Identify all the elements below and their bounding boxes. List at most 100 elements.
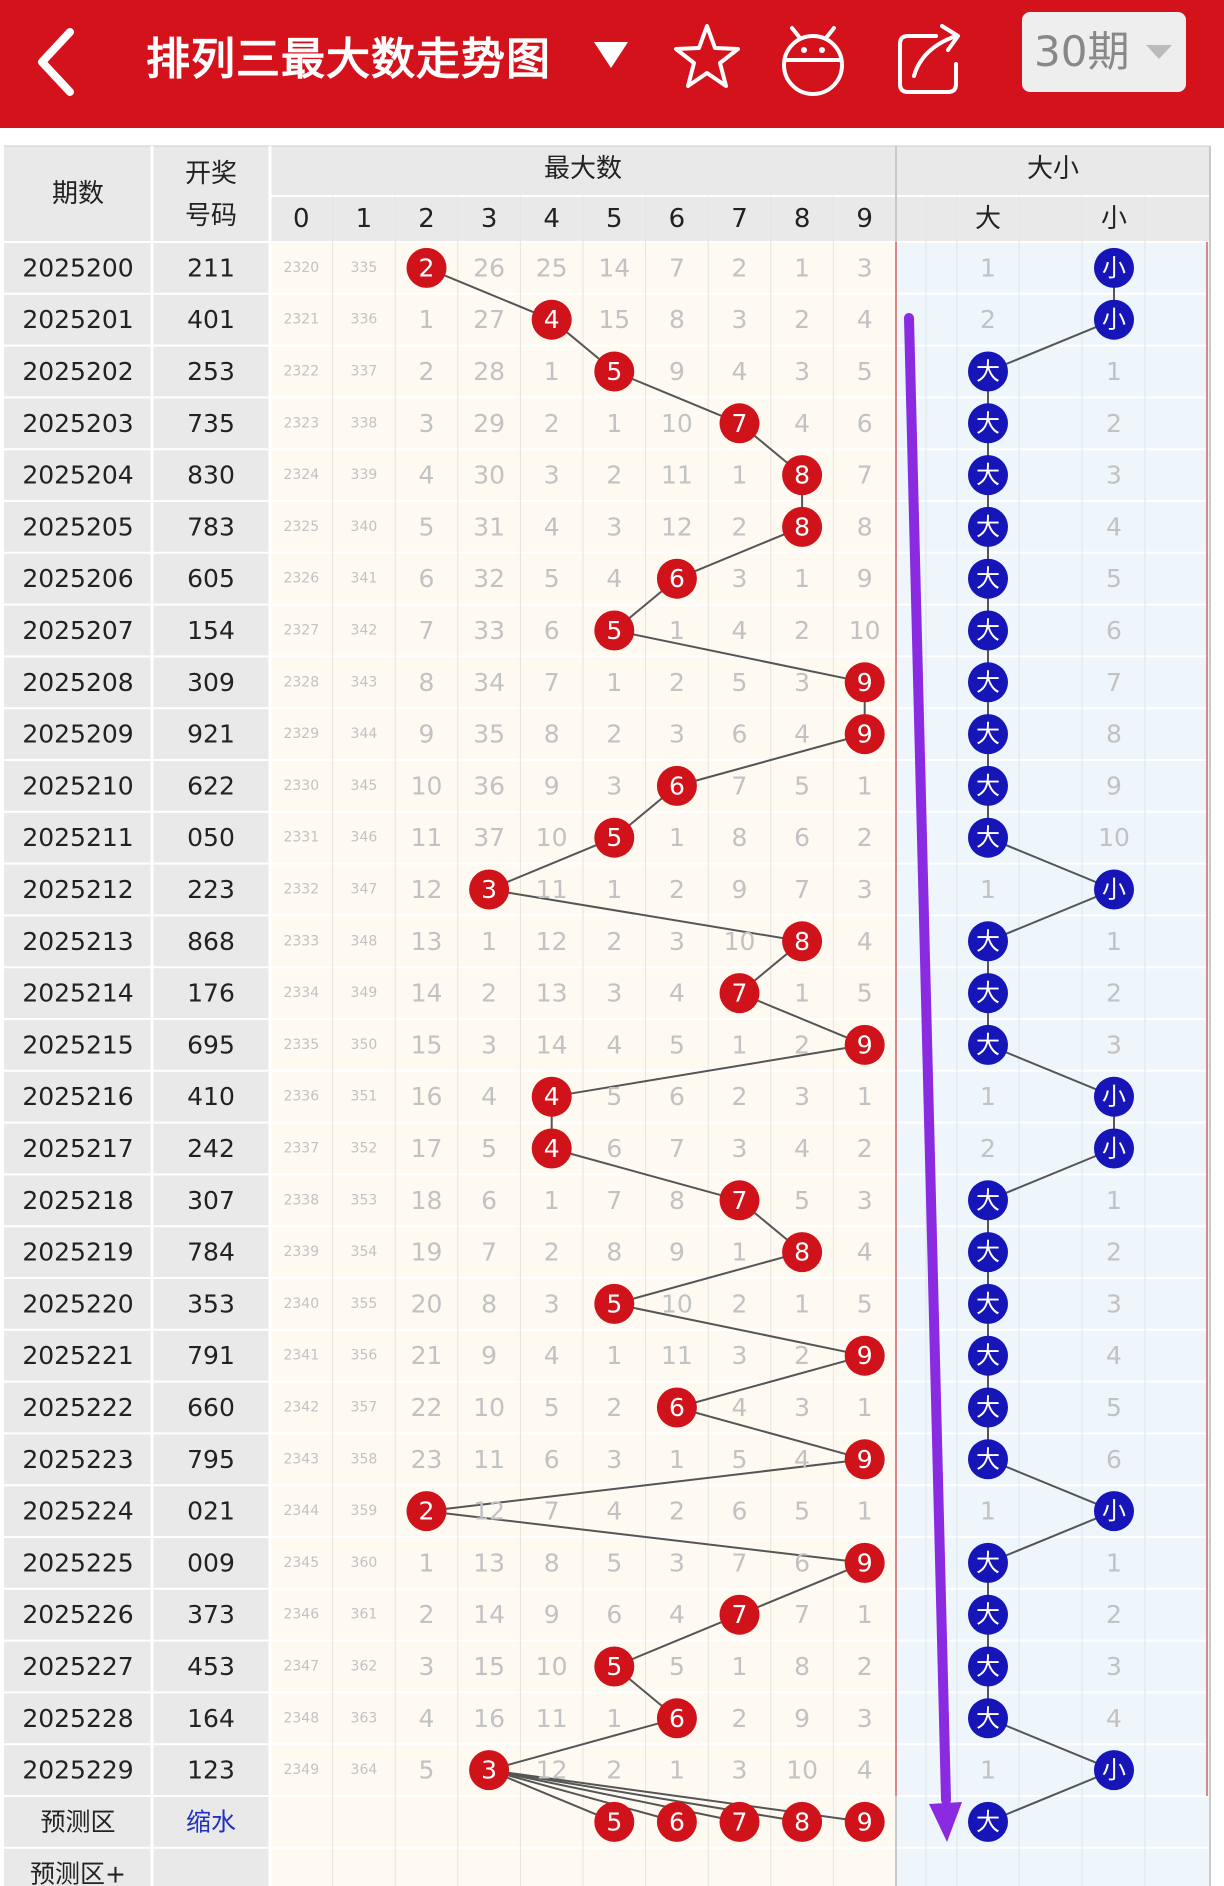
miss-count: 358 — [351, 1451, 378, 1467]
draw-number: 253 — [187, 357, 235, 386]
miss-count: 7 — [481, 1238, 497, 1267]
miss-count: 16 — [473, 1704, 505, 1733]
issue-number: 2025228 — [22, 1704, 133, 1733]
size-ball — [968, 714, 1008, 755]
max-digit-label: 7 — [732, 409, 748, 438]
draw-number: 921 — [187, 720, 235, 749]
miss-count: 7 — [669, 1134, 685, 1163]
draw-number: 868 — [187, 927, 235, 956]
max-digit-ball — [531, 299, 572, 340]
max-digit-ball — [531, 1128, 572, 1169]
size-miss-count: 1 — [1106, 357, 1122, 386]
miss-count: 3 — [481, 1030, 497, 1059]
miss-count: 2 — [606, 720, 622, 749]
size-ball — [1094, 869, 1134, 910]
size-miss-count: 1 — [980, 875, 996, 904]
size-miss-count: 1 — [980, 1756, 996, 1785]
prediction-size-ball[interactable] — [968, 1801, 1008, 1842]
miss-count: 4 — [732, 1393, 748, 1422]
miss-count: 4 — [419, 1704, 435, 1733]
max-digit-ball — [656, 558, 697, 599]
miss-count: 9 — [669, 357, 685, 386]
miss-count: 4 — [669, 979, 685, 1008]
miss-count: 20 — [411, 1289, 443, 1318]
back-arrow-icon[interactable] — [28, 22, 88, 102]
miss-count: 8 — [669, 1186, 685, 1215]
miss-count: 14 — [536, 1030, 568, 1059]
miss-count: 4 — [857, 1238, 873, 1267]
prediction-ball[interactable] — [719, 1801, 760, 1842]
prediction-ball[interactable] — [782, 1801, 823, 1842]
issue-number: 2025219 — [22, 1238, 133, 1267]
miss-count: 4 — [857, 927, 873, 956]
miss-count: 2333 — [283, 933, 319, 949]
miss-count: 7 — [794, 1600, 810, 1629]
max-digit-label: 5 — [606, 616, 622, 645]
miss-count: 2332 — [283, 882, 319, 898]
miss-count: 1 — [419, 305, 435, 334]
max-trend-line — [488, 1717, 678, 1772]
miss-count: 11 — [661, 461, 693, 490]
miss-count: 8 — [544, 720, 560, 749]
prediction-ball[interactable] — [594, 1801, 635, 1842]
miss-count: 5 — [544, 564, 560, 593]
size-ball-label: 大 — [976, 461, 1000, 489]
prediction-ball-label: 5 — [606, 1807, 622, 1836]
miss-count: 4 — [419, 461, 435, 490]
caret-down-icon[interactable] — [590, 38, 632, 72]
prediction-ball[interactable] — [656, 1801, 697, 1842]
miss-count: 350 — [351, 1037, 378, 1053]
header-issue: 期数 — [52, 179, 104, 209]
size-ball — [968, 610, 1008, 651]
period-select[interactable]: 30期 — [1022, 12, 1186, 92]
miss-count: 2325 — [283, 519, 319, 535]
max-digit-label: 6 — [669, 771, 685, 800]
star-icon[interactable] — [664, 14, 750, 100]
size-miss-count: 1 — [1106, 1548, 1122, 1577]
miss-count: 2 — [732, 1289, 748, 1318]
prediction-ball-label: 9 — [857, 1807, 873, 1836]
prediction-trend-line — [488, 1769, 615, 1823]
size-ball — [968, 662, 1008, 703]
miss-count: 8 — [544, 1548, 560, 1577]
miss-count: 2342 — [283, 1400, 319, 1416]
share-icon[interactable] — [886, 14, 972, 100]
miss-count: 22 — [411, 1393, 443, 1422]
miss-count: 10 — [411, 771, 443, 800]
miss-count: 7 — [606, 1186, 622, 1215]
miss-count: 340 — [351, 519, 378, 535]
size-ball-label: 大 — [976, 1601, 1000, 1629]
miss-count: 2326 — [283, 571, 319, 587]
miss-count: 11 — [536, 1704, 568, 1733]
issue-number: 2025201 — [22, 305, 133, 334]
miss-count: 11 — [411, 823, 443, 852]
max-digit-label: 7 — [732, 1186, 748, 1215]
issue-number: 2025207 — [22, 616, 133, 645]
miss-count: 2345 — [283, 1555, 319, 1571]
max-trend-line — [426, 1510, 865, 1564]
miss-count: 19 — [411, 1238, 443, 1267]
size-trend-line — [987, 1147, 1115, 1202]
miss-count: 13 — [536, 979, 568, 1008]
max-digit-ball — [594, 817, 635, 858]
prediction-ball[interactable] — [844, 1801, 885, 1842]
draw-number: 009 — [187, 1548, 235, 1577]
header-digit-1: 1 — [356, 204, 373, 234]
miss-count: 2 — [419, 1600, 435, 1629]
miss-count: 6 — [481, 1186, 497, 1215]
issue-number: 2025203 — [22, 409, 133, 438]
miss-count: 2340 — [283, 1296, 319, 1312]
draw-number: 410 — [187, 1082, 235, 1111]
size-ball-label: 大 — [976, 409, 1000, 437]
prediction-label: 预测区 — [40, 1807, 115, 1836]
size-miss-count: 9 — [1106, 771, 1122, 800]
issue-number: 2025211 — [22, 823, 133, 852]
miss-count: 3 — [794, 668, 810, 697]
page-title[interactable]: 排列三最大数走势图 — [146, 34, 551, 85]
miss-count: 36 — [473, 771, 505, 800]
miss-count: 1 — [481, 927, 497, 956]
prediction-hint[interactable]: 缩水 — [186, 1807, 236, 1836]
miss-count: 2 — [794, 1341, 810, 1370]
robot-icon[interactable] — [770, 14, 856, 100]
